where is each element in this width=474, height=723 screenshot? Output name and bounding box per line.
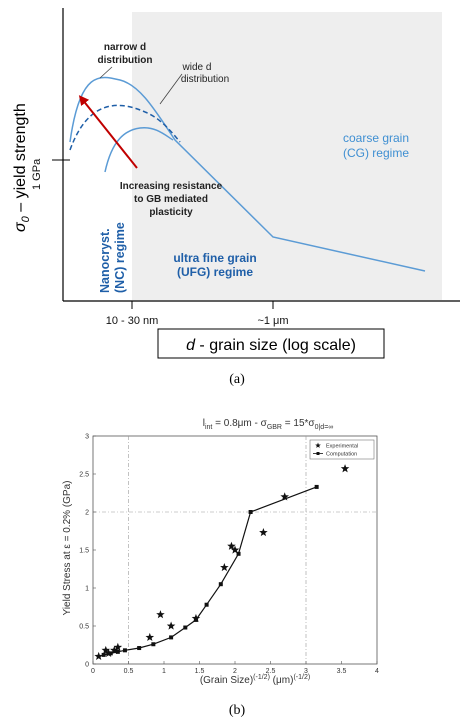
ylabel-symbol: σ xyxy=(12,221,29,232)
experimental-point-13 xyxy=(280,492,289,501)
xlabel-text: - grain size (log scale) xyxy=(195,337,356,354)
computation-point-2 xyxy=(115,649,120,654)
cg-label-1: coarse grain xyxy=(343,131,409,145)
computation-point-10 xyxy=(218,582,223,587)
increasing-resistance-arrow xyxy=(78,95,138,169)
experimental-point-8 xyxy=(191,613,201,623)
chart-b-ytick-label-3: 1.5 xyxy=(79,548,89,555)
chart-a-xtick-label-2: ~1 μm xyxy=(257,315,288,327)
chart-b-ylabel: Yield Stress at ε = 0.2% (GPa) xyxy=(62,481,73,616)
experimental-point-5 xyxy=(145,632,155,642)
xlabel-symbol: d xyxy=(186,337,196,354)
experimental-point-9 xyxy=(220,562,229,572)
legend-computation-label: Computation xyxy=(326,452,357,458)
chart-b-xtick-label-5: 2.5 xyxy=(266,668,276,675)
experimental-point-10 xyxy=(227,541,236,550)
experimental-point-2 xyxy=(104,648,113,657)
wide-distribution-curve xyxy=(69,104,181,151)
computation-point-12 xyxy=(248,510,253,514)
caption-b: (b) xyxy=(229,703,246,718)
chart-b-ytick-label-4: 2 xyxy=(85,510,89,517)
computation-point-5 xyxy=(151,642,156,647)
narrow-label-2: distribution xyxy=(98,55,153,66)
chart-a-xlabel: d - grain size (log scale) xyxy=(186,337,356,354)
experimental-point-1 xyxy=(101,645,111,654)
nc-label-2: (NC) regime xyxy=(113,222,127,293)
computation-point-0 xyxy=(101,652,106,657)
chart-b-xtick-label-1: 0.5 xyxy=(124,668,134,675)
resistance-label-1: Increasing resistance xyxy=(120,181,223,192)
legend-square-icon xyxy=(316,452,320,455)
computation-point-9 xyxy=(204,602,209,607)
computation-point-7 xyxy=(183,625,188,630)
experimental-point-4 xyxy=(113,642,123,651)
ylabel-sub: 0 xyxy=(20,215,32,222)
chart-b-xtick-label-3: 1.5 xyxy=(195,668,205,675)
experimental-point-12 xyxy=(259,528,268,537)
chart-a: narrow d distribution wide d distributio… xyxy=(12,8,460,387)
narrow-label-1: narrow d xyxy=(104,42,146,53)
computation-point-3 xyxy=(122,648,127,653)
resistance-label-3: plasticity xyxy=(149,207,193,218)
chart-b-ytick-label-0: 0 xyxy=(85,662,89,669)
chart-b-xtick-label-8: 4 xyxy=(375,668,379,675)
chart-b-ytick-label-1: 0.5 xyxy=(79,624,89,631)
experimental-point-3 xyxy=(110,645,119,654)
chart-b-plot-area: 0 0.5 1 1.5 2 2.5 3 3.5 4 0 0.5 1 1.5 2 2.5 3 Experiment… xyxy=(79,434,379,676)
ufg-label-2: (UFG) regime xyxy=(177,265,253,279)
computation-point-4 xyxy=(137,646,142,651)
nc-label-1: Nanocryst. xyxy=(98,228,112,293)
resistance-label-2: to GB mediated xyxy=(134,194,208,205)
experimental-point-14 xyxy=(340,464,350,473)
ufg-curve xyxy=(104,126,174,173)
wide-label-1: wide d xyxy=(182,62,212,73)
chart-b-title: lint = 0.8μm - σGBR = 15*σ0|d=∞ xyxy=(203,418,334,431)
chart-a-ylabel: σ0 – yield strength xyxy=(12,103,32,232)
chart-b-ytick-label-5: 2.5 xyxy=(79,472,89,479)
computation-point-11 xyxy=(236,551,241,556)
chart-b-xlabel: (Grain Size)(-1/2) (μm)(-1/2) xyxy=(200,674,310,686)
caption-a: (a) xyxy=(229,372,245,387)
experimental-point-6 xyxy=(156,610,165,619)
chart-a-xlabel-box xyxy=(157,328,385,359)
legend-star-icon xyxy=(315,442,321,448)
legend-experimental-label: Experimental xyxy=(326,444,358,450)
chart-b-legend xyxy=(309,439,375,460)
computation-point-6 xyxy=(169,635,174,640)
chart-b-xtick-label-7: 3.5 xyxy=(337,668,347,675)
experimental-point-7 xyxy=(166,621,176,630)
ufg-shade xyxy=(132,12,442,300)
wide-leader xyxy=(159,73,183,105)
chart-b-xtick-label-4: 2 xyxy=(233,668,237,675)
computation-point-13 xyxy=(314,484,319,489)
chart-b: lint = 0.8μm - σGBR = 15*σ0|d=∞ 0 0.5 1 1.5… xyxy=(62,418,379,718)
ufg-label-1: ultra fine grain xyxy=(173,251,256,265)
chart-a-xtick-label-1: 10 - 30 nm xyxy=(106,315,159,327)
ylabel-text: – yield strength xyxy=(12,103,29,216)
chart-b-xtick-label-2: 1 xyxy=(162,668,166,675)
experimental-point-0 xyxy=(94,651,103,661)
chart-b-xtick-label-0: 0 xyxy=(91,668,95,675)
experimental-point-11 xyxy=(230,545,240,554)
chart-b-ytick-label-2: 1 xyxy=(85,586,89,593)
chart-b-xtick-label-6: 3 xyxy=(304,668,308,675)
cg-label-2: (CG) regime xyxy=(343,146,409,160)
wide-label-2: distribution xyxy=(181,74,229,85)
chart-b-ytick-label-6: 3 xyxy=(85,434,89,441)
narrow-leader xyxy=(99,66,113,79)
chart-a-ytick-label: 1 GPa xyxy=(31,158,43,190)
